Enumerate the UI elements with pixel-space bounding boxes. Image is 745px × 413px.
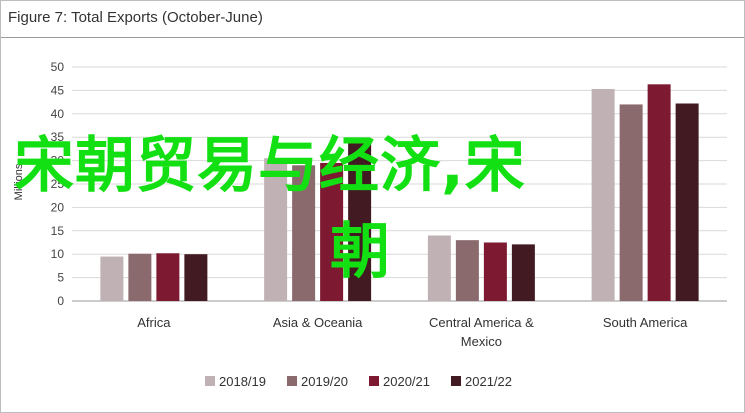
category-labels: Africa Asia & Oceania Central America & Mex… [137,315,688,349]
title-divider [1,37,744,38]
bar-2021-22-1 [184,254,208,301]
y-tick-label: 0 [57,294,64,308]
category-label: Asia & Oceania [273,315,363,330]
y-tick-label: 50 [51,60,65,74]
legend-swatch [369,376,379,386]
bars [100,84,699,301]
category-label: Central America & [429,315,534,330]
y-tick-label: 15 [51,224,65,238]
y-tick-label: 10 [51,247,65,261]
legend-label: 2019/20 [301,374,348,389]
category-label: Africa [137,315,171,330]
y-tick-label: 40 [51,107,65,121]
bar-2020-21-1 [156,253,180,301]
y-tick-label: 45 [51,83,65,97]
bar-2021-22-4 [675,103,699,301]
bar-2021-22-3 [511,244,535,301]
legend-label: 2018/19 [219,374,266,389]
bar-2018-19-2 [264,158,288,301]
bar-2018-19-3 [427,235,451,301]
legend-swatch [205,376,215,386]
bar-2020-21-4 [647,84,671,301]
bar-2021-22-2 [348,139,372,301]
bar-2020-21-3 [483,242,507,301]
chart-title: Figure 7: Total Exports (October-June) [8,9,263,26]
bar-2020-21-2 [320,162,344,301]
legend-label: 2020/21 [383,374,430,389]
bar-2019-20-1 [128,253,152,301]
bar-2019-20-3 [455,240,479,301]
legend-label: 2021/22 [465,374,512,389]
y-tick-label: 5 [57,271,64,285]
category-label: Mexico [461,334,502,349]
gridlines [72,66,727,302]
y-tick-labels: 0 5 10 15 20 25 30 35 40 45 50 [51,60,65,308]
y-axis-label: Millions [13,163,25,200]
y-tick-label: 25 [51,177,65,191]
y-tick-label: 20 [51,200,65,214]
bar-2018-19-4 [591,88,615,301]
category-label: South America [603,315,688,330]
legend: 2018/19 2019/20 2020/21 2021/22 [205,374,512,389]
y-tick-label: 30 [51,154,65,168]
legend-swatch [287,376,297,386]
bar-2019-20-4 [619,104,643,301]
legend-swatch [451,376,461,386]
y-tick-label: 35 [51,130,65,144]
bar-2018-19-1 [100,256,124,301]
bar-2019-20-2 [292,165,316,301]
